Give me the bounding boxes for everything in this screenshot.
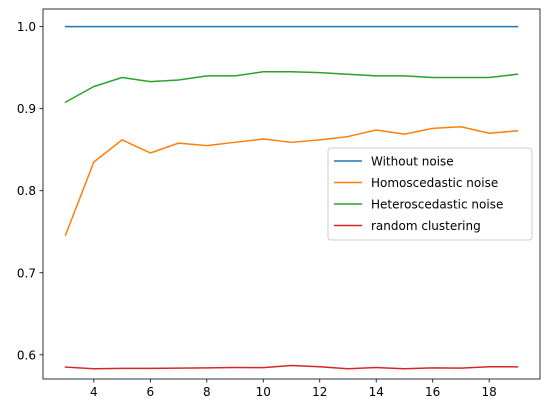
x-axis: 4 6 8 10 12 14 16 18 bbox=[90, 379, 497, 399]
y-tick-label: 0.7 bbox=[17, 266, 36, 280]
x-tick-label: 4 bbox=[90, 385, 98, 399]
x-tick-label: 14 bbox=[369, 385, 384, 399]
x-tick-label: 16 bbox=[425, 385, 440, 399]
y-axis: 0.6 0.7 0.8 0.9 1.0 bbox=[17, 20, 43, 362]
legend: Without noise Homoscedastic noise Heterosc… bbox=[328, 148, 532, 240]
legend-label-1: Homoscedastic noise bbox=[371, 176, 498, 190]
y-tick-label: 0.9 bbox=[17, 102, 36, 116]
legend-label-2: Heteroscedastic noise bbox=[371, 198, 503, 212]
y-tick-label: 1.0 bbox=[17, 20, 36, 34]
x-tick-label: 18 bbox=[482, 385, 497, 399]
x-tick-label: 8 bbox=[203, 385, 211, 399]
legend-label-0: Without noise bbox=[371, 155, 454, 169]
x-tick-label: 6 bbox=[146, 385, 154, 399]
legend-label-3: random clustering bbox=[371, 219, 481, 233]
x-tick-label: 10 bbox=[256, 385, 271, 399]
x-tick-label: 12 bbox=[312, 385, 327, 399]
y-tick-label: 0.6 bbox=[17, 348, 36, 362]
y-tick-label: 0.8 bbox=[17, 184, 36, 198]
